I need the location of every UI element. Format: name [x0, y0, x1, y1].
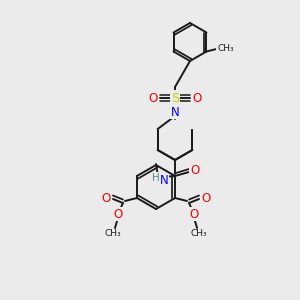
Text: O: O	[190, 164, 200, 178]
Text: H: H	[152, 173, 160, 183]
Text: CH₃: CH₃	[217, 44, 234, 53]
Text: O: O	[101, 191, 111, 205]
Text: S: S	[171, 92, 179, 104]
Text: O: O	[201, 191, 211, 205]
Text: O: O	[189, 208, 199, 220]
Text: N: N	[171, 106, 179, 118]
Text: O: O	[148, 92, 158, 104]
Text: O: O	[192, 92, 202, 104]
Text: CH₃: CH₃	[191, 230, 207, 238]
Text: CH₃: CH₃	[105, 230, 121, 238]
Text: O: O	[113, 208, 123, 220]
Text: N: N	[160, 175, 168, 188]
